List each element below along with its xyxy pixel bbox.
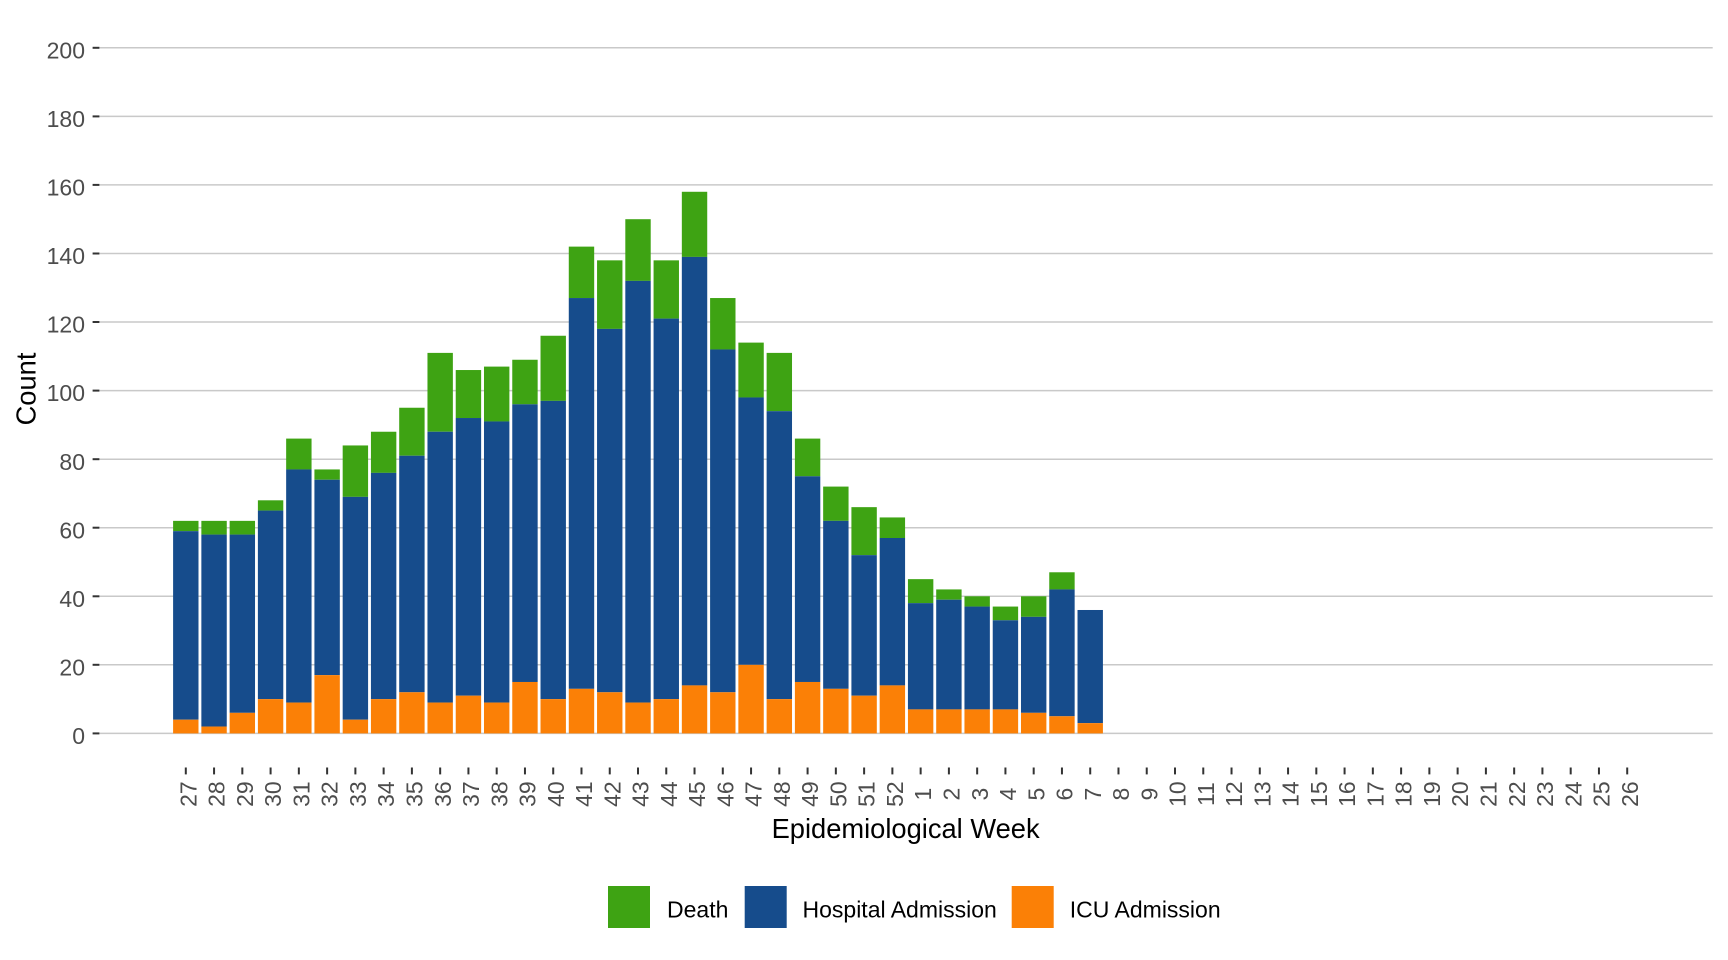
svg-text:160: 160: [47, 175, 85, 201]
svg-text:3: 3: [967, 788, 993, 801]
svg-text:2: 2: [939, 788, 965, 801]
svg-text:60: 60: [59, 517, 85, 543]
svg-text:33: 33: [345, 781, 371, 807]
svg-text:34: 34: [373, 781, 399, 807]
svg-text:15: 15: [1306, 781, 1332, 807]
svg-text:28: 28: [204, 781, 230, 807]
svg-text:39: 39: [515, 781, 541, 807]
svg-text:36: 36: [430, 781, 456, 807]
svg-text:43: 43: [628, 781, 654, 807]
svg-text:7: 7: [1080, 788, 1106, 801]
svg-text:17: 17: [1362, 781, 1388, 807]
svg-text:22: 22: [1504, 781, 1530, 807]
svg-text:23: 23: [1532, 781, 1558, 807]
svg-text:18: 18: [1391, 781, 1417, 807]
svg-text:13: 13: [1249, 781, 1275, 807]
svg-text:21: 21: [1476, 781, 1502, 807]
svg-text:ICU Admission: ICU Admission: [1070, 897, 1221, 923]
svg-text:0: 0: [72, 723, 85, 749]
svg-text:38: 38: [486, 781, 512, 807]
svg-text:40: 40: [59, 586, 85, 612]
svg-text:9: 9: [1136, 788, 1162, 801]
svg-text:29: 29: [232, 781, 258, 807]
svg-text:49: 49: [797, 781, 823, 807]
svg-text:19: 19: [1419, 781, 1445, 807]
svg-text:45: 45: [684, 781, 710, 807]
svg-text:6: 6: [1052, 788, 1078, 801]
svg-text:180: 180: [47, 106, 85, 132]
svg-text:40: 40: [543, 781, 569, 807]
svg-text:30: 30: [260, 781, 286, 807]
svg-text:1: 1: [910, 788, 936, 801]
svg-text:26: 26: [1617, 781, 1643, 807]
svg-text:8: 8: [1108, 788, 1134, 801]
svg-text:140: 140: [47, 243, 85, 269]
svg-text:47: 47: [741, 781, 767, 807]
svg-text:25: 25: [1589, 781, 1615, 807]
svg-text:20: 20: [59, 654, 85, 680]
svg-text:20: 20: [1447, 781, 1473, 807]
svg-text:27: 27: [175, 781, 201, 807]
svg-text:48: 48: [769, 781, 795, 807]
svg-text:Count: Count: [11, 352, 42, 425]
svg-text:16: 16: [1334, 781, 1360, 807]
svg-text:Hospital Admission: Hospital Admission: [803, 897, 997, 923]
svg-text:100: 100: [47, 380, 85, 406]
svg-text:46: 46: [712, 781, 738, 807]
svg-text:14: 14: [1278, 781, 1304, 807]
svg-text:4: 4: [995, 787, 1021, 800]
svg-text:200: 200: [47, 37, 85, 63]
svg-text:42: 42: [599, 781, 625, 807]
svg-text:50: 50: [825, 781, 851, 807]
svg-text:52: 52: [882, 781, 908, 807]
svg-text:Death: Death: [667, 897, 728, 923]
svg-text:120: 120: [47, 312, 85, 338]
svg-text:44: 44: [656, 781, 682, 807]
svg-text:10: 10: [1165, 781, 1191, 807]
svg-text:32: 32: [317, 781, 343, 807]
svg-text:35: 35: [402, 781, 428, 807]
svg-text:11: 11: [1193, 782, 1219, 806]
svg-text:80: 80: [59, 449, 85, 475]
svg-text:12: 12: [1221, 781, 1247, 807]
svg-text:Epidemiological Week: Epidemiological Week: [772, 813, 1040, 844]
svg-text:24: 24: [1560, 781, 1586, 807]
svg-text:31: 31: [288, 781, 314, 807]
svg-text:5: 5: [1023, 788, 1049, 801]
svg-text:41: 41: [571, 781, 597, 807]
svg-text:51: 51: [854, 781, 880, 807]
svg-text:37: 37: [458, 781, 484, 807]
